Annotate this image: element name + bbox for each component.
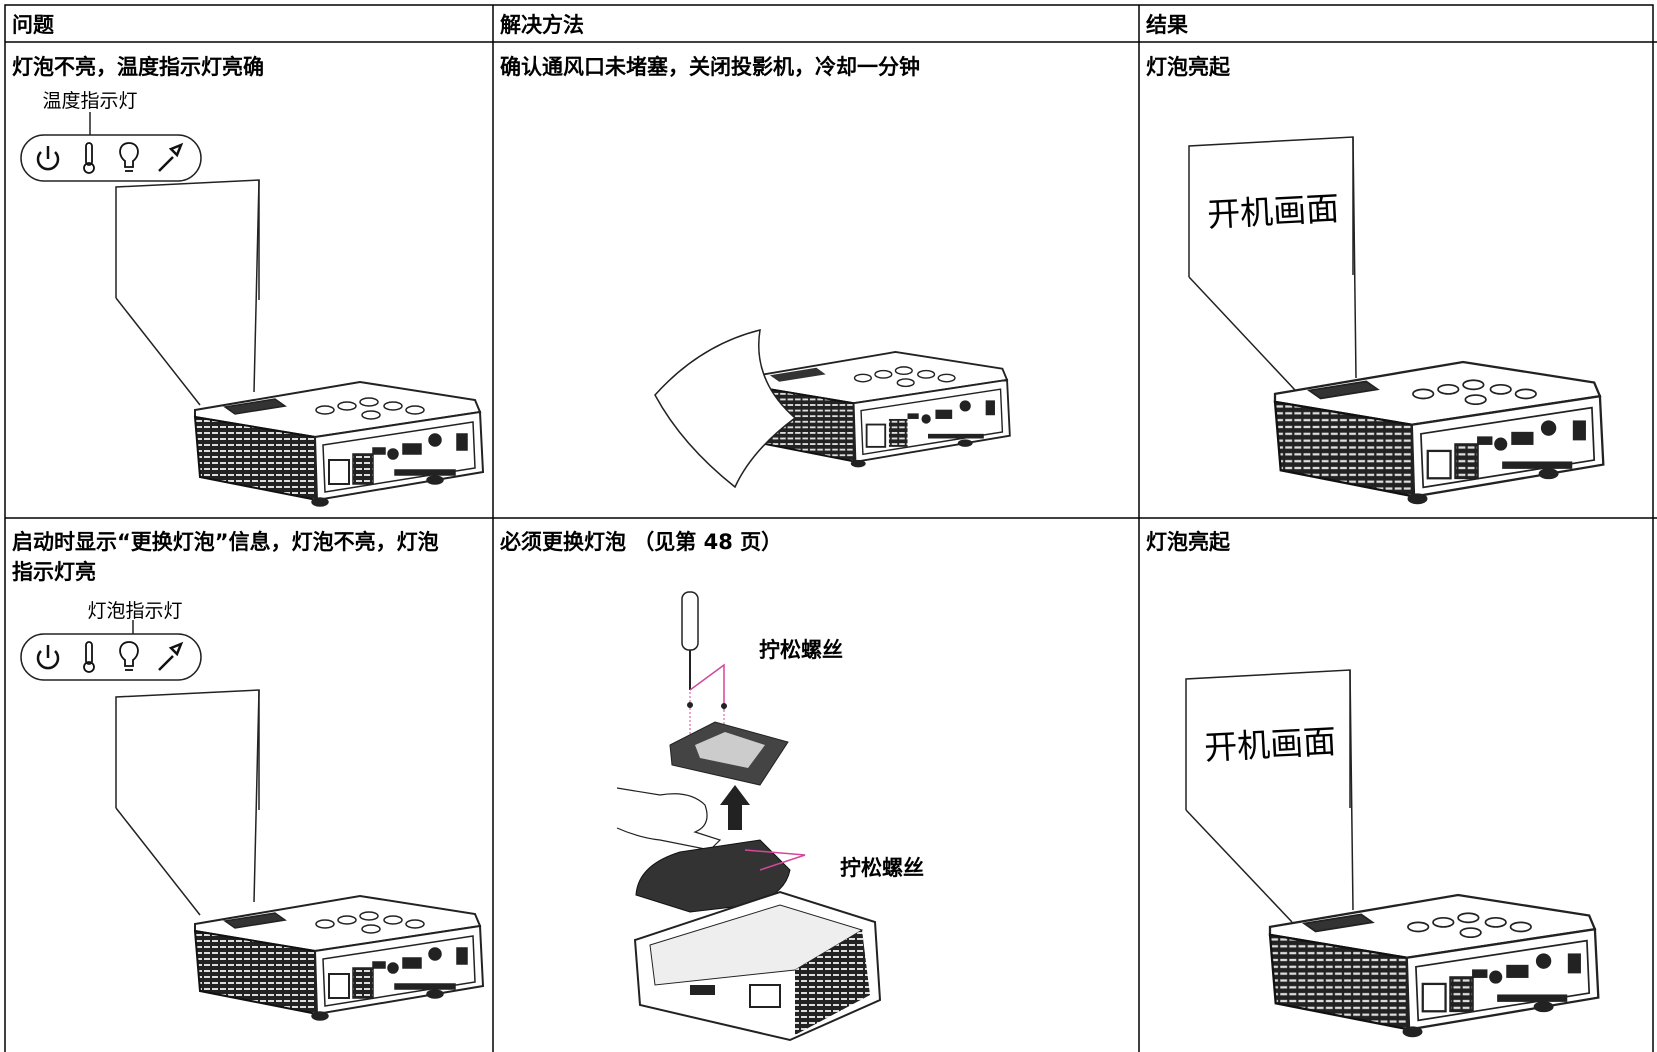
problem-illustration: [19, 620, 484, 1021]
column-header: 解决方法: [500, 13, 584, 37]
callout: 拧松螺丝: [759, 638, 843, 662]
solution-text: 确认通风口未堵塞，关闭投影机，冷却一分钟: [500, 55, 920, 79]
problem-text: 灯泡不亮，温度指示灯亮确: [12, 55, 264, 79]
callout: 拧松螺丝: [840, 856, 924, 880]
solution-illustration: [654, 328, 1011, 489]
column-header: 问题: [12, 13, 54, 37]
result-text: 灯泡亮起: [1146, 55, 1230, 79]
column-header: 结果: [1146, 13, 1188, 37]
indicator-label: 灯泡指示灯: [87, 600, 183, 622]
problem-text: 启动时显示“更换灯泡”信息，灯泡不亮，灯泡指示灯亮: [12, 530, 439, 584]
solution-text: 必须更换灯泡 （见第 48 页）: [500, 530, 783, 554]
result-illustration: [1188, 136, 1605, 505]
screen-text: 开机画面: [1203, 721, 1338, 768]
table-grid: [4, 4, 1657, 1052]
problem-illustration: [19, 112, 484, 507]
solution-illustration: [616, 591, 882, 1042]
indicator-label: 温度指示灯: [42, 90, 138, 112]
screen-text: 开机画面: [1206, 188, 1341, 235]
result-illustration: [1185, 669, 1600, 1038]
result-text: 灯泡亮起: [1146, 530, 1230, 554]
